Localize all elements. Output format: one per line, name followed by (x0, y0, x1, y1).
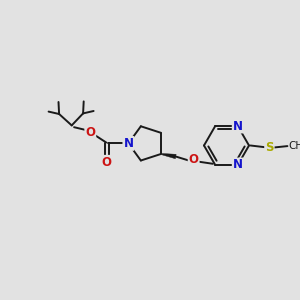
Text: O: O (85, 125, 95, 139)
Text: N: N (233, 158, 243, 172)
Text: N: N (123, 137, 134, 150)
Text: S: S (265, 141, 274, 154)
Text: O: O (189, 153, 199, 166)
Polygon shape (162, 154, 176, 159)
Text: N: N (233, 119, 243, 133)
Text: CH₃: CH₃ (289, 141, 300, 151)
Text: O: O (102, 156, 112, 169)
